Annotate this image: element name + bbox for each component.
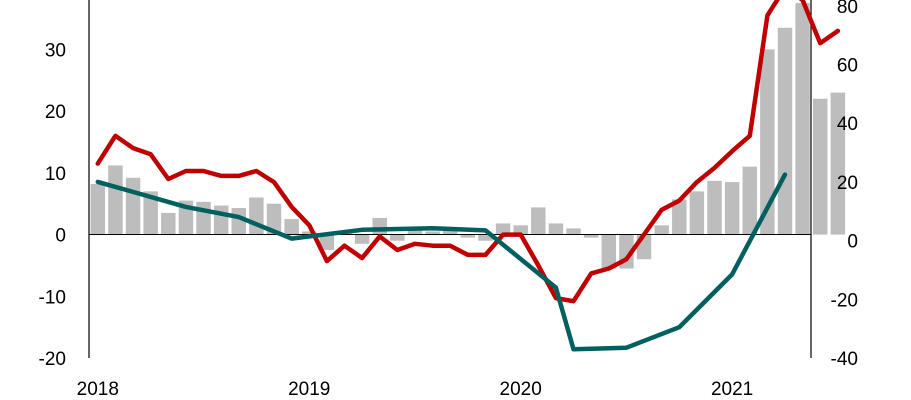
bar: [108, 165, 123, 235]
bar: [249, 197, 264, 235]
bar: [478, 234, 493, 241]
bar: [795, 3, 810, 235]
y-left-tick-label: 0: [55, 226, 66, 247]
bar: [354, 234, 370, 244]
y-right-tick-label: 0: [847, 232, 858, 253]
y-left-tick-label: 20: [45, 102, 66, 123]
bar: [654, 225, 669, 235]
bar: [460, 234, 476, 238]
bar: [442, 229, 458, 235]
bar: [583, 234, 599, 238]
bar: [319, 234, 335, 250]
x-tick-label: 2020: [500, 379, 542, 400]
y-left-tick-label: -10: [39, 287, 66, 308]
bar: [601, 234, 617, 269]
bar: [707, 180, 722, 235]
bar: [90, 183, 106, 235]
y-right-tick-labels: 80 60 40 20 0 -20 -40: [831, 0, 858, 370]
bar: [531, 207, 546, 235]
y-right-tick-label: 20: [837, 173, 858, 194]
y-left-tick-labels: 30 20 10 0 -10 -20: [39, 40, 66, 370]
y-left-tick-label: 30: [45, 40, 66, 61]
x-tick-label: 2021: [711, 379, 753, 400]
bar: [548, 223, 564, 235]
x-tick-label: 2019: [288, 379, 330, 400]
bar: [425, 231, 440, 235]
bar: [813, 98, 828, 235]
y-left-tick-label: -20: [39, 349, 66, 370]
bar: [302, 231, 317, 235]
y-left-tick-label: 10: [45, 164, 66, 185]
y-right-tick-label: 80: [837, 0, 858, 18]
bar: [196, 201, 211, 235]
x-tick-labels: 2018 2019 2020 2021: [77, 379, 754, 400]
bar: [566, 228, 581, 235]
bar: [689, 191, 705, 235]
bar: [513, 225, 528, 235]
bar: [760, 49, 775, 235]
bar: [284, 219, 299, 235]
bar: [742, 166, 757, 235]
bar: [161, 212, 176, 235]
bar: [372, 217, 387, 235]
bar: [495, 223, 511, 235]
teal-line-series: [95, 172, 788, 352]
bar: [390, 234, 405, 241]
bar: [724, 182, 740, 235]
y-right-tick-label: 60: [837, 56, 858, 77]
bar: [213, 205, 229, 235]
bar: [266, 203, 282, 235]
bar: [125, 177, 141, 235]
bar: [407, 228, 423, 235]
bar: [830, 92, 846, 235]
y-right-tick-label: -40: [831, 349, 858, 370]
x-tick-label: 2018: [77, 379, 119, 400]
y-right-tick-label: -20: [831, 290, 858, 311]
red-line-series: [95, 0, 841, 304]
bar: [777, 27, 793, 235]
line-series: [95, 0, 841, 352]
y-right-tick-label: 40: [837, 114, 858, 135]
bar: [672, 199, 687, 235]
bar: [143, 191, 158, 235]
